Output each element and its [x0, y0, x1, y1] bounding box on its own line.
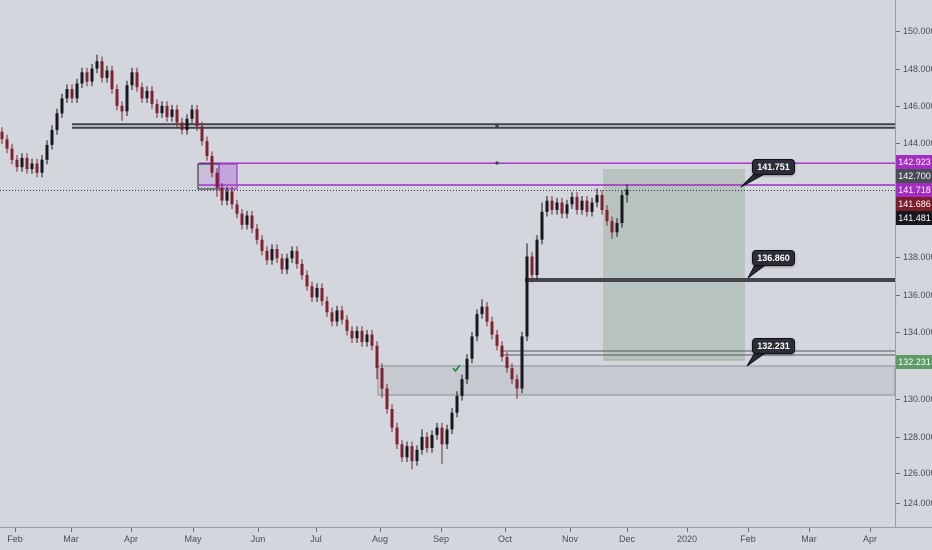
price-tick-label: 136.000: [903, 290, 932, 300]
axis-price-label-141.686: 141.686: [896, 197, 932, 211]
time-tick-label-Mar: Mar: [801, 534, 817, 544]
price-tick-dash: [896, 437, 900, 438]
candles-series: [0, 54, 629, 470]
time-tick-dash: [316, 528, 317, 532]
time-tick-label-2020: 2020: [676, 534, 698, 544]
axis-price-label-141.718: 141.718: [896, 183, 932, 197]
time-tick-dash: [570, 528, 571, 532]
time-tick-dash: [870, 528, 871, 532]
axis-price-label-142.700: 142.700: [896, 169, 932, 183]
price-tick-label: 148.000: [903, 64, 932, 74]
price-tick-label: 126.000: [903, 468, 932, 478]
green-check-icon: [452, 364, 461, 373]
time-tick-label-Apr: Apr: [862, 534, 877, 544]
drawing-handle-2[interactable]: [495, 161, 499, 165]
time-tick-dash: [809, 528, 810, 532]
price-tick-label: 150.000: [903, 26, 932, 36]
price-tick-dash: [896, 257, 900, 258]
price-tick-label: 146.000: [903, 101, 932, 111]
time-tick-dash: [15, 528, 16, 532]
price-callout-141.751[interactable]: 141.751: [752, 159, 795, 175]
price-tick-label: 130.000: [903, 394, 932, 404]
time-tick-label-Feb: Feb: [7, 534, 23, 544]
time-tick-label-Oct: Oct: [497, 534, 512, 544]
price-tick-dash: [896, 106, 900, 107]
price-tick-label: 128.000: [903, 432, 932, 442]
time-tick-dash: [627, 528, 628, 532]
time-axis[interactable]: Feb Mar Apr May Jun Jul Aug Sep Oct Nov Dec 2020 Feb…: [0, 527, 932, 550]
time-tick-label-Sep: Sep: [432, 534, 449, 544]
time-tick-dash: [131, 528, 132, 532]
demand-band-gray[interactable]: [377, 365, 895, 396]
price-tick-label: 144.000: [903, 138, 932, 148]
price-tick-label: 124.000: [903, 498, 932, 508]
price-tick-dash: [896, 332, 900, 333]
price-callout-136.860[interactable]: 136.860: [752, 250, 795, 266]
price-tick-dash: [896, 399, 900, 400]
price-tick-dash: [896, 31, 900, 32]
time-tick-label-Nov: Nov: [561, 534, 578, 544]
time-tick-label-Apr: Apr: [123, 534, 138, 544]
price-tick-dash: [896, 143, 900, 144]
price-tick-label: 138.000: [903, 252, 932, 262]
price-callout-132.231[interactable]: 132.231: [752, 338, 795, 354]
time-tick-dash: [748, 528, 749, 532]
time-tick-label-Jun: Jun: [250, 534, 266, 544]
price-tick-dash: [896, 295, 900, 296]
axis-price-label-132.231: 132.231: [896, 355, 932, 369]
time-tick-dash: [193, 528, 194, 532]
projection-zone-green[interactable]: [603, 169, 745, 360]
time-tick-label-May: May: [184, 534, 202, 544]
supply-box-2[interactable]: [218, 163, 238, 190]
axis-price-label-142.923: 142.923: [896, 155, 932, 169]
time-tick-label-Jul: Jul: [310, 534, 322, 544]
time-tick-label-Aug: Aug: [371, 534, 388, 544]
price-tick-dash: [896, 69, 900, 70]
price-tick-dash: [896, 503, 900, 504]
axis-price-label-141.481: 141.481: [896, 211, 932, 225]
time-tick-dash: [441, 528, 442, 532]
time-tick-label-Mar: Mar: [63, 534, 79, 544]
time-tick-dash: [380, 528, 381, 532]
price-axis[interactable]: 150.000 148.000 146.000 144.000 138.000 136.0…: [895, 0, 932, 527]
time-tick-dash: [71, 528, 72, 532]
time-tick-dash: [687, 528, 688, 532]
price-tick-dash: [896, 473, 900, 474]
time-tick-dash: [505, 528, 506, 532]
price-tick-label: 134.000: [903, 327, 932, 337]
time-tick-label-Dec: Dec: [618, 534, 635, 544]
time-tick-label-Feb: Feb: [740, 534, 756, 544]
time-tick-dash: [258, 528, 259, 532]
drawing-handle-1[interactable]: [495, 124, 499, 128]
